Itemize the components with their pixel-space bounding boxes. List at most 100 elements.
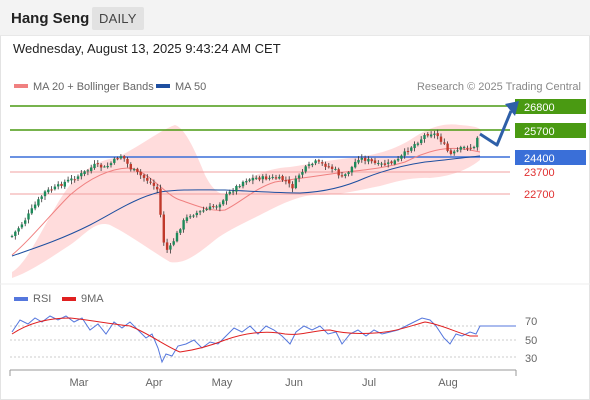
candle-body: [142, 175, 146, 178]
level-badge-25700: [515, 123, 586, 138]
candle-body: [446, 143, 449, 151]
candle-body: [30, 208, 33, 214]
candle-body: [400, 155, 403, 159]
candle-body: [396, 158, 400, 161]
candle-body: [241, 181, 245, 187]
candle-body: [27, 213, 30, 220]
candle-body: [354, 161, 357, 168]
candle-body: [337, 169, 340, 176]
candle-body: [70, 178, 73, 181]
month-label: Jun: [285, 377, 303, 389]
candle-body: [271, 176, 274, 178]
candle-body: [149, 181, 152, 183]
instrument-title: Hang Seng: [11, 10, 90, 27]
bollinger-band: [12, 124, 482, 278]
candle-body: [433, 133, 436, 135]
candle-body: [202, 210, 205, 212]
candle-body: [43, 191, 47, 197]
candle-body: [334, 168, 337, 170]
candle-body: [284, 180, 288, 182]
ma50-line: [11, 155, 481, 257]
candle-body: [96, 163, 99, 165]
rsi-line: [11, 315, 516, 364]
candle-body: [304, 166, 307, 172]
candle-body: [301, 171, 304, 175]
candle-body: [24, 220, 27, 224]
candle-body: [106, 165, 109, 168]
candle-body: [33, 204, 37, 209]
candle-body: [324, 163, 327, 167]
candle-body: [436, 133, 439, 137]
candle-body: [330, 166, 334, 170]
ma9-legend-label: 9MA: [81, 293, 104, 305]
candle-body: [159, 188, 162, 215]
candle-body: [367, 158, 370, 162]
candle-body: [443, 142, 446, 144]
month-label: Apr: [145, 377, 162, 389]
candle-body: [132, 169, 136, 171]
candle-body: [327, 166, 330, 168]
candle-body: [162, 214, 165, 243]
ma20-legend-swatch: [14, 84, 28, 88]
candle-body: [317, 160, 321, 162]
chart-timestamp: Wednesday, August 13, 2025 9:43:24 AM CE…: [13, 41, 281, 56]
candle-body: [175, 232, 179, 242]
ma50-legend-label: MA 50: [175, 81, 206, 93]
candle-body: [235, 185, 238, 192]
level-badge-26800: [515, 99, 586, 114]
candle-body: [63, 181, 66, 187]
candle-body: [373, 160, 377, 164]
candle-body: [139, 171, 142, 176]
candle-body: [410, 147, 413, 151]
candle-body: [453, 151, 456, 154]
candle-body: [370, 159, 373, 162]
candle-body: [291, 183, 294, 189]
candle-body: [179, 229, 182, 233]
forecast-arrowhead: [505, 101, 519, 116]
candle-body: [47, 189, 50, 193]
candle-body: [264, 176, 268, 180]
candle-body: [126, 158, 129, 164]
candle-body: [129, 164, 132, 170]
candle-body: [449, 150, 453, 154]
candle-body: [57, 184, 60, 187]
candle-body: [258, 177, 261, 180]
level-label-23700: 23700: [524, 167, 555, 179]
candle-body: [83, 171, 86, 174]
candle-body: [297, 175, 301, 179]
candle-body: [423, 135, 426, 139]
candle-body: [281, 176, 284, 180]
candle-body: [406, 151, 410, 153]
candle-body: [169, 245, 172, 250]
candle-body: [113, 158, 116, 163]
chart-header: Hang Seng DAILY: [0, 0, 590, 36]
candle-body: [73, 179, 76, 181]
timeframe-badge[interactable]: DAILY: [92, 7, 144, 30]
level-label-25700: 25700: [524, 126, 555, 138]
candle-body: [17, 228, 20, 232]
candle-body: [390, 161, 393, 164]
candle-body: [469, 147, 472, 149]
candle-body: [357, 159, 360, 163]
candle-body: [429, 134, 433, 137]
rsi-tick-70: 70: [525, 316, 537, 328]
candle-body: [426, 134, 429, 136]
candle-body: [53, 186, 57, 190]
rsi-tick-30: 30: [525, 353, 537, 365]
candle-body: [225, 194, 228, 201]
candle-body: [363, 157, 367, 161]
candle-body: [116, 158, 119, 160]
candle-body: [215, 206, 218, 208]
candle-body: [307, 164, 311, 166]
candle-body: [340, 175, 344, 177]
candle-body: [222, 200, 225, 205]
candle-body: [20, 224, 24, 228]
rsi-legend-swatch: [14, 297, 28, 301]
candle-body: [383, 163, 387, 165]
research-credit: Research © 2025 Trading Central: [417, 81, 581, 93]
candle-body: [228, 191, 231, 194]
candle-body: [212, 206, 215, 208]
candle-body: [403, 151, 406, 156]
candle-body: [380, 163, 383, 165]
